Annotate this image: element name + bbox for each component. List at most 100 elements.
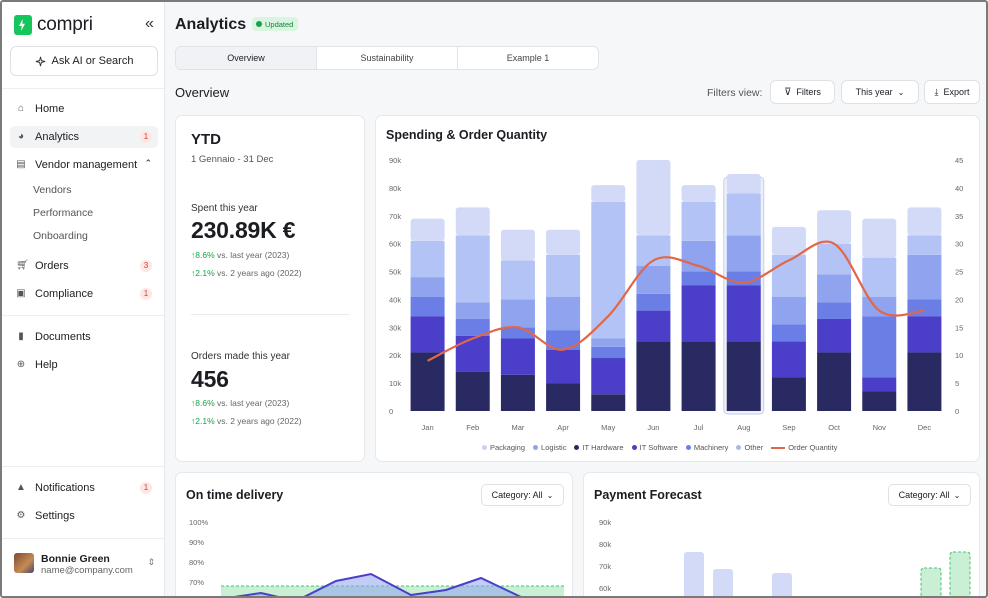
sidebar-item-analytics[interactable]: ◕ Analytics 1 xyxy=(10,126,158,148)
y-tick-label: 40k xyxy=(389,295,401,304)
sidebar-item-settings[interactable]: ⚙︎ Settings xyxy=(10,505,158,527)
y2-tick-label: 40 xyxy=(955,184,963,193)
bar-segment xyxy=(636,160,671,236)
filters-button-label: Filters xyxy=(796,87,821,97)
forecast-bar xyxy=(713,569,733,596)
download-icon: ⤓ xyxy=(934,86,939,97)
legend-item: IT Software xyxy=(631,443,678,452)
y-tick-label: 10k xyxy=(389,379,401,388)
ytd-card: YTD 1 Gennaio - 31 Dec Spent this year 2… xyxy=(175,115,365,462)
orders-label: Orders made this year xyxy=(191,351,290,362)
sidebar-subitem-vendors[interactable]: Vendors xyxy=(33,184,72,196)
y-tick-label: 50k xyxy=(389,268,401,277)
logo: compri xyxy=(14,14,93,36)
category-label: Category: All xyxy=(491,490,543,500)
filter-icon: ⊽ xyxy=(784,86,792,98)
y2-tick-label: 15 xyxy=(955,323,963,332)
book-icon: ▮ xyxy=(18,331,24,342)
bar-segment xyxy=(455,302,490,319)
period-dropdown[interactable]: This year ⌄ xyxy=(841,80,919,104)
sidebar-item-compliance[interactable]: ▣ Compliance 1 xyxy=(10,283,158,305)
bar-segment xyxy=(410,296,445,317)
spent-compare-1: ↑8.6% vs. last year (2023) xyxy=(191,250,289,260)
orders-compare-1-pct: ↑8.6% xyxy=(191,398,215,408)
bar-segment xyxy=(410,218,445,241)
bar-segment xyxy=(726,193,761,236)
orders-compare-2-text: vs. 2 years ago (2022) xyxy=(217,416,302,426)
tab-bar: Overview Sustainability Example 1 xyxy=(175,46,599,70)
y-tick-label: 20k xyxy=(389,351,401,360)
x-tick-label: Nov xyxy=(873,423,887,432)
sidebar-item-documents[interactable]: ▮ Documents xyxy=(10,326,158,348)
sidebar-item-home[interactable]: ⌂ Home xyxy=(10,98,158,120)
bar-segment xyxy=(726,341,761,411)
sidebar-item-label: Vendor management xyxy=(35,159,138,171)
y-tick: 60k xyxy=(599,584,612,593)
legend-item: Machinery xyxy=(685,443,728,452)
delivery-category-dropdown[interactable]: Category: All ⌄ xyxy=(481,484,564,506)
bar-segment xyxy=(591,394,626,411)
divider xyxy=(2,315,164,316)
forecast-category-dropdown[interactable]: Category: All ⌄ xyxy=(888,484,971,506)
tab-overview[interactable]: Overview xyxy=(176,47,317,69)
bar-segment xyxy=(817,274,852,303)
bar-segment xyxy=(546,383,581,411)
legend-swatch xyxy=(631,445,637,450)
bar-segment xyxy=(862,391,897,411)
legend-label: Order Quantity xyxy=(788,443,838,452)
y2-tick-label: 5 xyxy=(955,379,959,388)
chevron-up-icon[interactable]: ⌃ xyxy=(144,158,152,168)
filters-button[interactable]: ⊽ Filters xyxy=(770,80,835,104)
tab-sustainability[interactable]: Sustainability xyxy=(317,47,458,69)
export-button[interactable]: ⤓ Export xyxy=(924,80,980,104)
divider xyxy=(2,466,164,467)
status-badge-label: Updated xyxy=(265,19,294,29)
sidebar-item-label: Orders xyxy=(35,260,69,272)
x-tick-label: Dec xyxy=(918,423,932,432)
forecast-bar-chart xyxy=(684,551,971,596)
chart-legend: Packaging Logistic IT Hardware IT Software M… xyxy=(482,443,837,452)
sidebar-subitem-performance[interactable]: Performance xyxy=(33,207,94,219)
sidebar-item-notifications[interactable]: ▲ Notifications 1 xyxy=(10,477,158,499)
sidebar-subitem-onboarding[interactable]: Onboarding xyxy=(33,230,88,242)
sidebar-item-help[interactable]: ⊕ Help xyxy=(10,354,158,376)
count-badge: 3 xyxy=(140,260,152,272)
tab-example-1[interactable]: Example 1 xyxy=(506,53,550,63)
y2-tick-label: 30 xyxy=(955,240,963,249)
bar-segment xyxy=(726,173,761,194)
bar-segment xyxy=(410,277,445,297)
bar-segment xyxy=(455,318,490,336)
sidebar-item-vendor-management[interactable]: ▤ Vendor management ⌃ xyxy=(10,154,158,176)
section-title: Overview xyxy=(175,85,230,100)
bar-segment xyxy=(500,374,535,411)
bar-segment xyxy=(771,254,806,297)
y2-tick-label: 45 xyxy=(955,156,963,165)
y-tick-label: 60k xyxy=(389,240,401,249)
bar-segment xyxy=(500,338,535,375)
bar-segment xyxy=(455,371,490,411)
y2-tick-label: 0 xyxy=(955,407,959,416)
filters-view-label: Filters view: xyxy=(707,87,763,99)
y-tick: 90k xyxy=(599,518,612,527)
bar-segment xyxy=(862,316,897,378)
ask-ai-search-button[interactable]: Ask AI or Search xyxy=(10,46,158,76)
spent-compare-1-pct: ↑8.6% xyxy=(191,250,215,260)
bar-segment xyxy=(817,243,852,275)
bar-segment xyxy=(410,240,445,278)
chart-title: Spending & Order Quantity xyxy=(386,128,548,142)
legend-swatch xyxy=(771,446,786,449)
legend-swatch xyxy=(533,445,539,450)
legend-item: Order Quantity xyxy=(771,443,837,452)
forecast-bar xyxy=(949,551,971,596)
collapse-sidebar-icon[interactable]: « xyxy=(145,15,154,32)
spent-label: Spent this year xyxy=(191,203,258,214)
sidebar-item-orders[interactable]: 🛒︎ Orders 3 xyxy=(10,255,158,277)
user-menu[interactable]: Bonnie Green name@company.com ⇕ xyxy=(14,553,159,577)
logo-icon xyxy=(14,15,32,35)
orders-compare-1: ↑8.6% vs. last year (2023) xyxy=(191,398,289,408)
x-tick-label: Jul xyxy=(694,423,704,432)
y-tick: 80k xyxy=(599,540,612,549)
sidebar-item-label: Analytics xyxy=(35,131,80,143)
spent-compare-2: ↑2.1% vs. 2 years ago (2022) xyxy=(191,268,302,278)
bar-segment xyxy=(907,254,942,300)
